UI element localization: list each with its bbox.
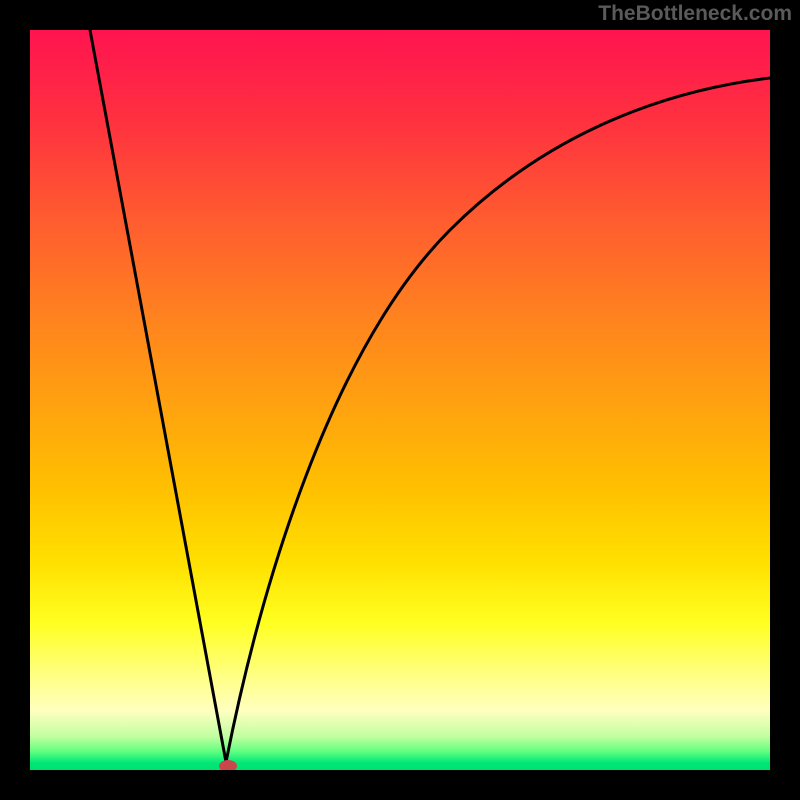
- chart-container: TheBottleneck.com: [0, 0, 800, 800]
- plot-area: [30, 30, 770, 770]
- curve-left-branch: [90, 30, 226, 762]
- watermark-text: TheBottleneck.com: [598, 2, 792, 26]
- curve-right-branch: [226, 78, 770, 762]
- curve-overlay: [30, 30, 770, 770]
- vertex-marker: [219, 760, 237, 770]
